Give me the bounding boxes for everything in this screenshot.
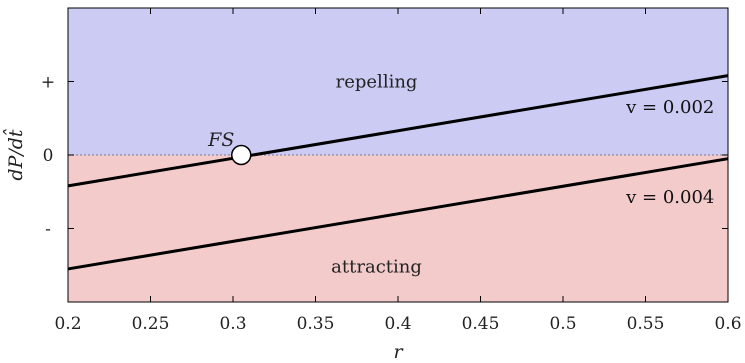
series-line-1 [67, 157, 729, 271]
x-tick-label-7: 0.55 [627, 314, 665, 334]
x-tick-label-6: 0.5 [549, 314, 576, 334]
x-tick-label-5: 0.45 [462, 314, 500, 334]
region-1 [68, 155, 728, 302]
y-axis-ticks: +0 - [41, 73, 728, 240]
x-tick-label-3: 0.35 [297, 314, 335, 334]
series-line-0 [67, 74, 729, 188]
x-tick-label-4: 0.4 [384, 314, 411, 334]
y-tick-label-1: 0 [43, 146, 54, 166]
x-tick-label-1: 0.25 [132, 314, 170, 334]
region-label-0: repelling [336, 72, 418, 93]
annotation-label-0: FS [207, 129, 234, 151]
region-label-1: attracting [331, 257, 422, 278]
y-tick-label-2: - [45, 220, 51, 240]
series-label-0: v = 0.002 [625, 97, 714, 118]
x-axis-label: r [393, 341, 404, 363]
annotations: FS [207, 129, 252, 166]
y-tick-label-0: + [41, 73, 55, 93]
series-group: v = 0.002 v = 0.004 [67, 74, 729, 271]
x-axis-ticks: 0.2 0.25 0.3 0.35 0.4 0.45 0.5 0.55 0.6 [54, 8, 742, 334]
y-axis-label: dP/dt̂ [2, 129, 27, 181]
x-tick-label-0: 0.2 [54, 314, 81, 334]
series-label-1: v = 0.004 [625, 187, 714, 208]
x-tick-label-8: 0.6 [714, 314, 741, 334]
x-tick-label-2: 0.3 [219, 314, 246, 334]
fixed-point-marker-0 [231, 144, 252, 166]
